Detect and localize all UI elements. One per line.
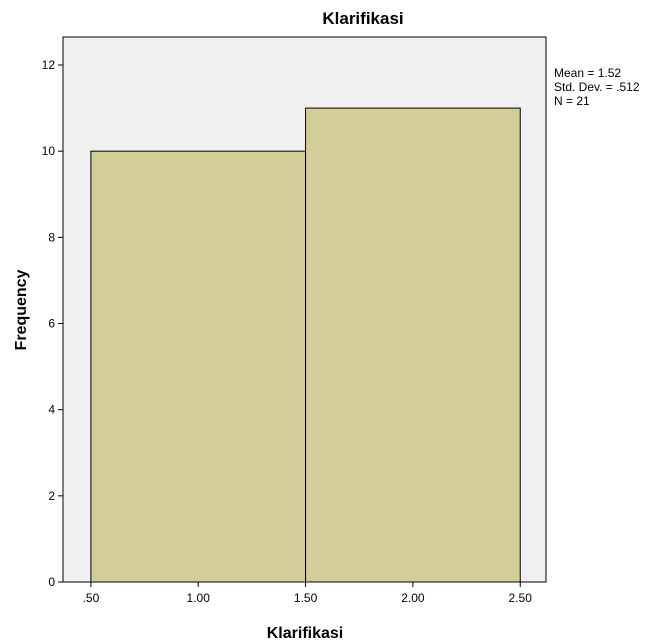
x-tick-label: 2.50 xyxy=(509,591,533,605)
stat-std-dev: Std. Dev. = .512 xyxy=(554,80,640,94)
y-tick-label: 0 xyxy=(48,575,55,589)
y-ticks: 0 2 4 6 8 10 12 xyxy=(42,58,63,589)
histogram-bar-2 xyxy=(305,107,521,583)
y-tick-label: 6 xyxy=(48,317,55,331)
y-tick-label: 2 xyxy=(48,489,55,503)
x-axis-title: Klarifikasi xyxy=(267,625,343,642)
x-tick-label: 1.50 xyxy=(294,591,318,605)
stat-n: N = 21 xyxy=(554,94,590,108)
bars-layer xyxy=(90,107,521,583)
y-axis-title: Frequency xyxy=(13,269,30,350)
x-tick-label: 2.00 xyxy=(401,591,425,605)
x-ticks: .50 1.00 1.50 2.00 2.50 xyxy=(83,582,533,605)
y-tick-label: 4 xyxy=(48,403,55,417)
x-tick-label: 1.00 xyxy=(187,591,211,605)
y-tick-label: 12 xyxy=(42,58,56,72)
chart-title: Klarifikasi xyxy=(322,9,403,28)
statistics-legend: Mean = 1.52 Std. Dev. = .512 N = 21 xyxy=(554,66,640,108)
y-tick-label: 10 xyxy=(42,144,56,158)
y-tick-label: 8 xyxy=(48,230,55,244)
stat-mean: Mean = 1.52 xyxy=(554,66,621,80)
x-tick-label: .50 xyxy=(83,591,100,605)
histogram-bar-1 xyxy=(90,150,307,583)
